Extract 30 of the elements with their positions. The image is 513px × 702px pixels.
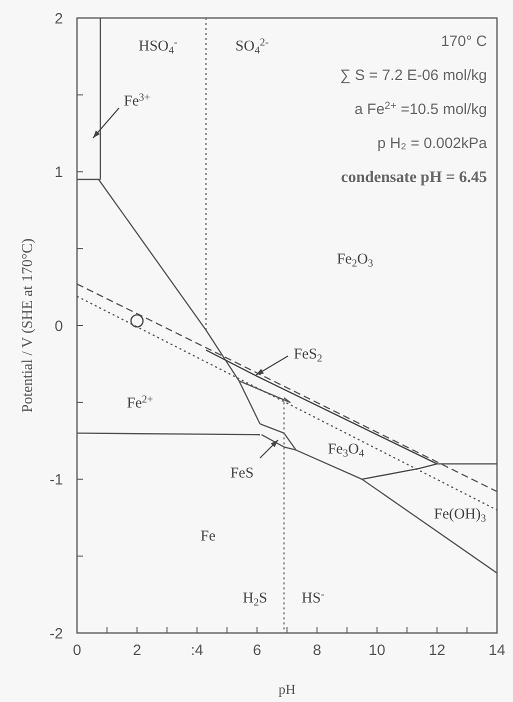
annotation: Fe$^{3+}$ [124, 92, 150, 110]
annotation: FeS$_{2}$ [294, 346, 322, 365]
x-tick-label: 14 [488, 642, 506, 659]
x-tick-label: 2 [132, 642, 142, 659]
annotation: Fe(OH)$_{3}$ [434, 506, 486, 525]
annotation: a Fe$^{2+}$ =10.5 mol/kg [354, 100, 487, 118]
annotation: HS$^{-}$ [302, 589, 325, 606]
x-tick-label: 0 [72, 642, 82, 659]
x-tick-label: 10 [368, 642, 386, 659]
x-tick-label: 8 [312, 642, 322, 659]
x-axis-title: pH [278, 683, 296, 698]
annotation: H$_{2}$S [242, 590, 268, 609]
y-tick-label: 2 [54, 10, 63, 28]
annotation: FeS [230, 465, 254, 482]
annotation: 170° C [440, 33, 488, 50]
y-tick-label: -1 [50, 472, 63, 488]
annotation: Fe$^{2+}$ [126, 394, 154, 412]
annotation: ∑ S = 7.2 E-06 mol/kg [340, 67, 487, 84]
x-tick-label: 6 [252, 642, 262, 659]
annotation: p H₂ = 0.002kPa [377, 135, 488, 152]
y-axis-title: Potential / V (SHE at 170°C) [20, 238, 36, 413]
y-tick-label: 1 [54, 164, 63, 181]
annotation: Fe [200, 528, 216, 544]
annotation: Fe$_{2}$O$_{3}$ [336, 251, 374, 270]
annotation: Fe$_{3}$O$_{4}$ [328, 441, 365, 460]
x-tick-label: :4 [190, 642, 204, 659]
annotation: condensate pH = 6.45 [340, 169, 487, 186]
y-tick-label: -2 [50, 625, 63, 642]
x-tick-label: 12 [428, 642, 446, 659]
y-tick-label: 0 [54, 318, 63, 335]
